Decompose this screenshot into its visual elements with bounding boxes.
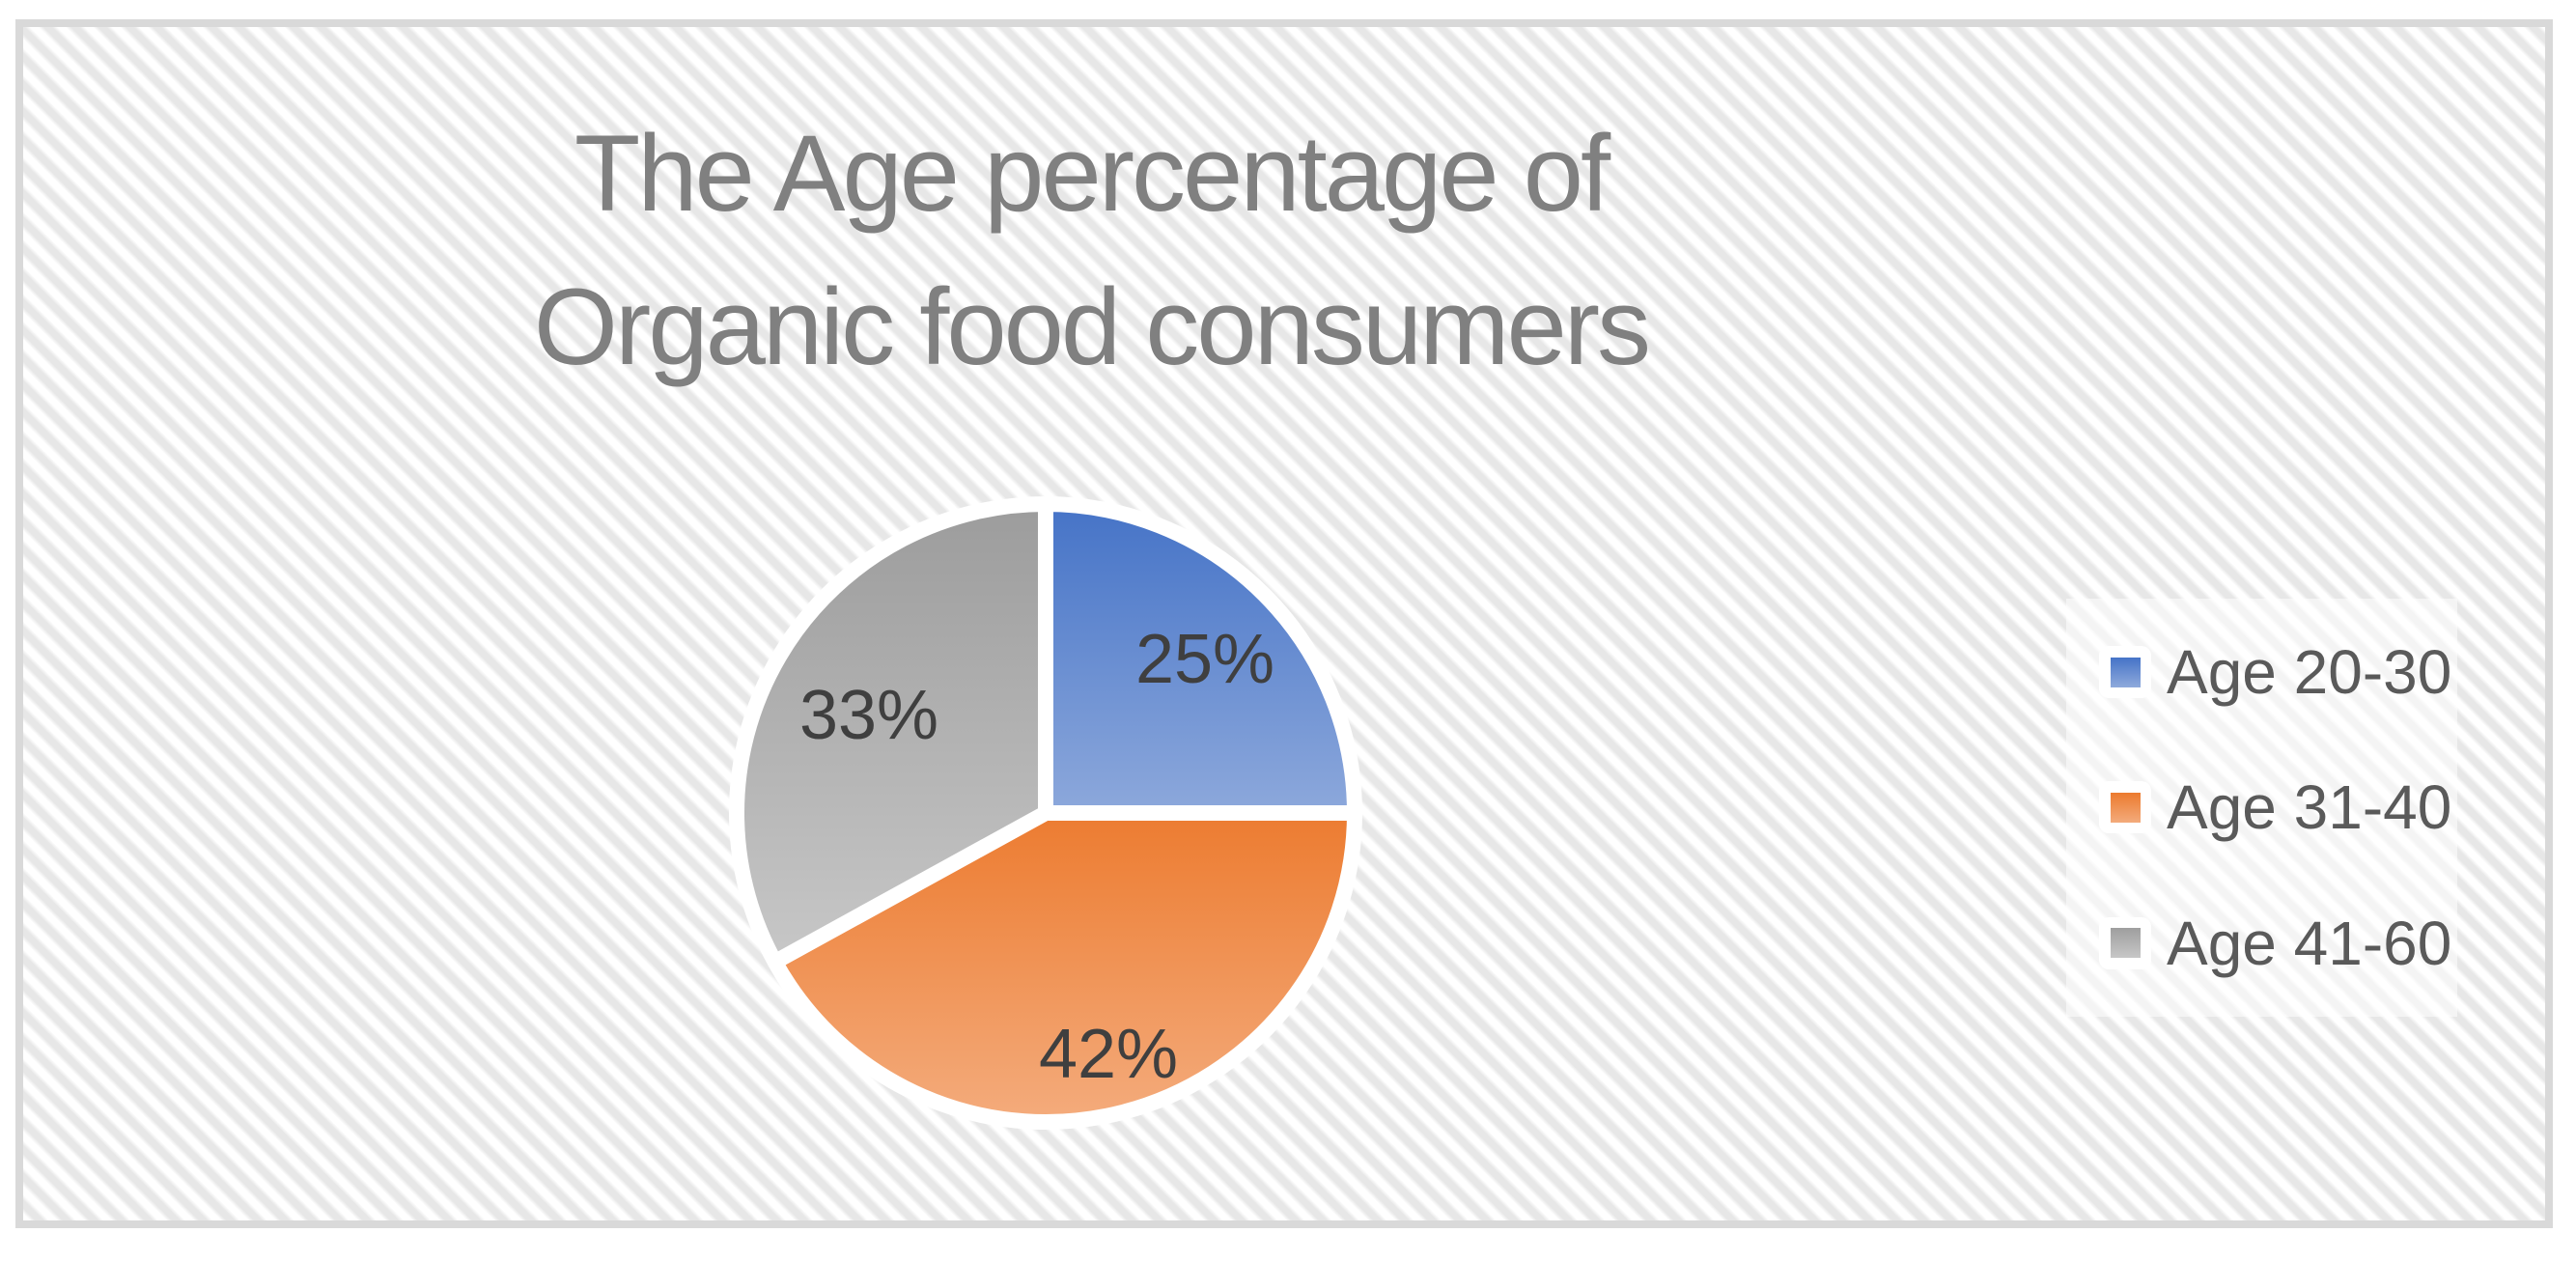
legend: Age 20-30 Age 31-40 Age 41-60	[2066, 599, 2457, 1017]
slice-label-age-41-60: 33%	[799, 677, 938, 754]
legend-marker-box	[2099, 646, 2151, 699]
legend-marker-box	[2099, 781, 2151, 834]
chart-title: The Age percentage of Organic food consu…	[386, 97, 1796, 404]
slice-label-age-31-40: 42%	[1039, 1016, 1178, 1093]
legend-swatch-age-31-40-icon	[2110, 792, 2141, 823]
legend-swatch-age-20-30-icon	[2110, 657, 2141, 687]
slice-label-age-20-30: 25%	[1135, 621, 1274, 698]
legend-label-age-31-40: Age 31-40	[2167, 772, 2452, 843]
legend-item-age-41-60: Age 41-60	[2099, 908, 2457, 979]
legend-label-age-41-60: Age 41-60	[2167, 908, 2452, 978]
chart-title-line-2: Organic food consumers	[533, 266, 1651, 388]
chart-title-line-1: The Age percentage of	[574, 113, 1610, 234]
pie-slice-age-41-60	[729, 496, 1053, 970]
legend-swatch-age-41-60-icon	[2110, 928, 2141, 959]
legend-item-age-31-40: Age 31-40	[2099, 771, 2457, 843]
legend-marker-box	[2099, 916, 2151, 969]
legend-label-age-20-30: Age 20-30	[2167, 637, 2452, 708]
legend-item-age-20-30: Age 20-30	[2099, 636, 2457, 708]
pie-slice-age-20-30	[1038, 496, 1362, 821]
